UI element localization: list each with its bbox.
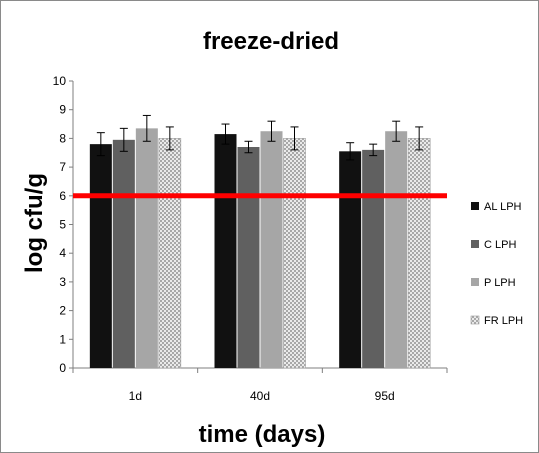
plot-area: 0 1 2 3 4 5 6 7 8 9 10 1d 40d 95d [53,74,448,403]
y-tick-label: 9 [59,103,66,117]
y-tick-label: 3 [59,275,66,289]
legend-swatch [471,278,479,286]
y-axis-title: log cfu/g [21,173,48,273]
y-tick-label: 7 [59,160,66,174]
legend-label: AL LPH [484,201,522,213]
legend-swatch [471,240,479,248]
y-tick-label: 0 [59,361,66,375]
y-tick-label: 4 [59,246,66,260]
bar [112,139,135,368]
chart-title: freeze-dried [203,28,339,55]
legend-swatch [471,202,479,210]
bar [339,151,362,368]
bar [362,149,385,368]
bar [214,134,237,368]
y-tick-label: 6 [59,189,66,203]
y-tick-label: 10 [53,74,67,88]
x-tick-label: 40d [250,389,270,403]
bar [260,131,283,368]
y-tick-label: 2 [59,304,66,318]
legend-label: C LPH [484,239,516,251]
x-tick-label: 1d [129,389,142,403]
bar [237,147,260,368]
x-axis-title: time (days) [199,421,326,448]
bar [385,131,408,368]
bar [135,128,158,368]
bar [89,144,112,368]
legend-label: P LPH [484,277,516,289]
legend-swatch [470,315,480,325]
x-tick-label: 95d [375,389,395,403]
legend: AL LPH C LPH P LPH FR LPH [470,201,523,327]
bar [407,138,431,369]
legend-label: FR LPH [484,315,523,327]
y-tick-label: 5 [59,218,66,232]
y-tick-label: 8 [59,131,66,145]
y-tick-label: 1 [59,332,66,346]
bar [283,138,306,369]
bar [158,138,182,369]
